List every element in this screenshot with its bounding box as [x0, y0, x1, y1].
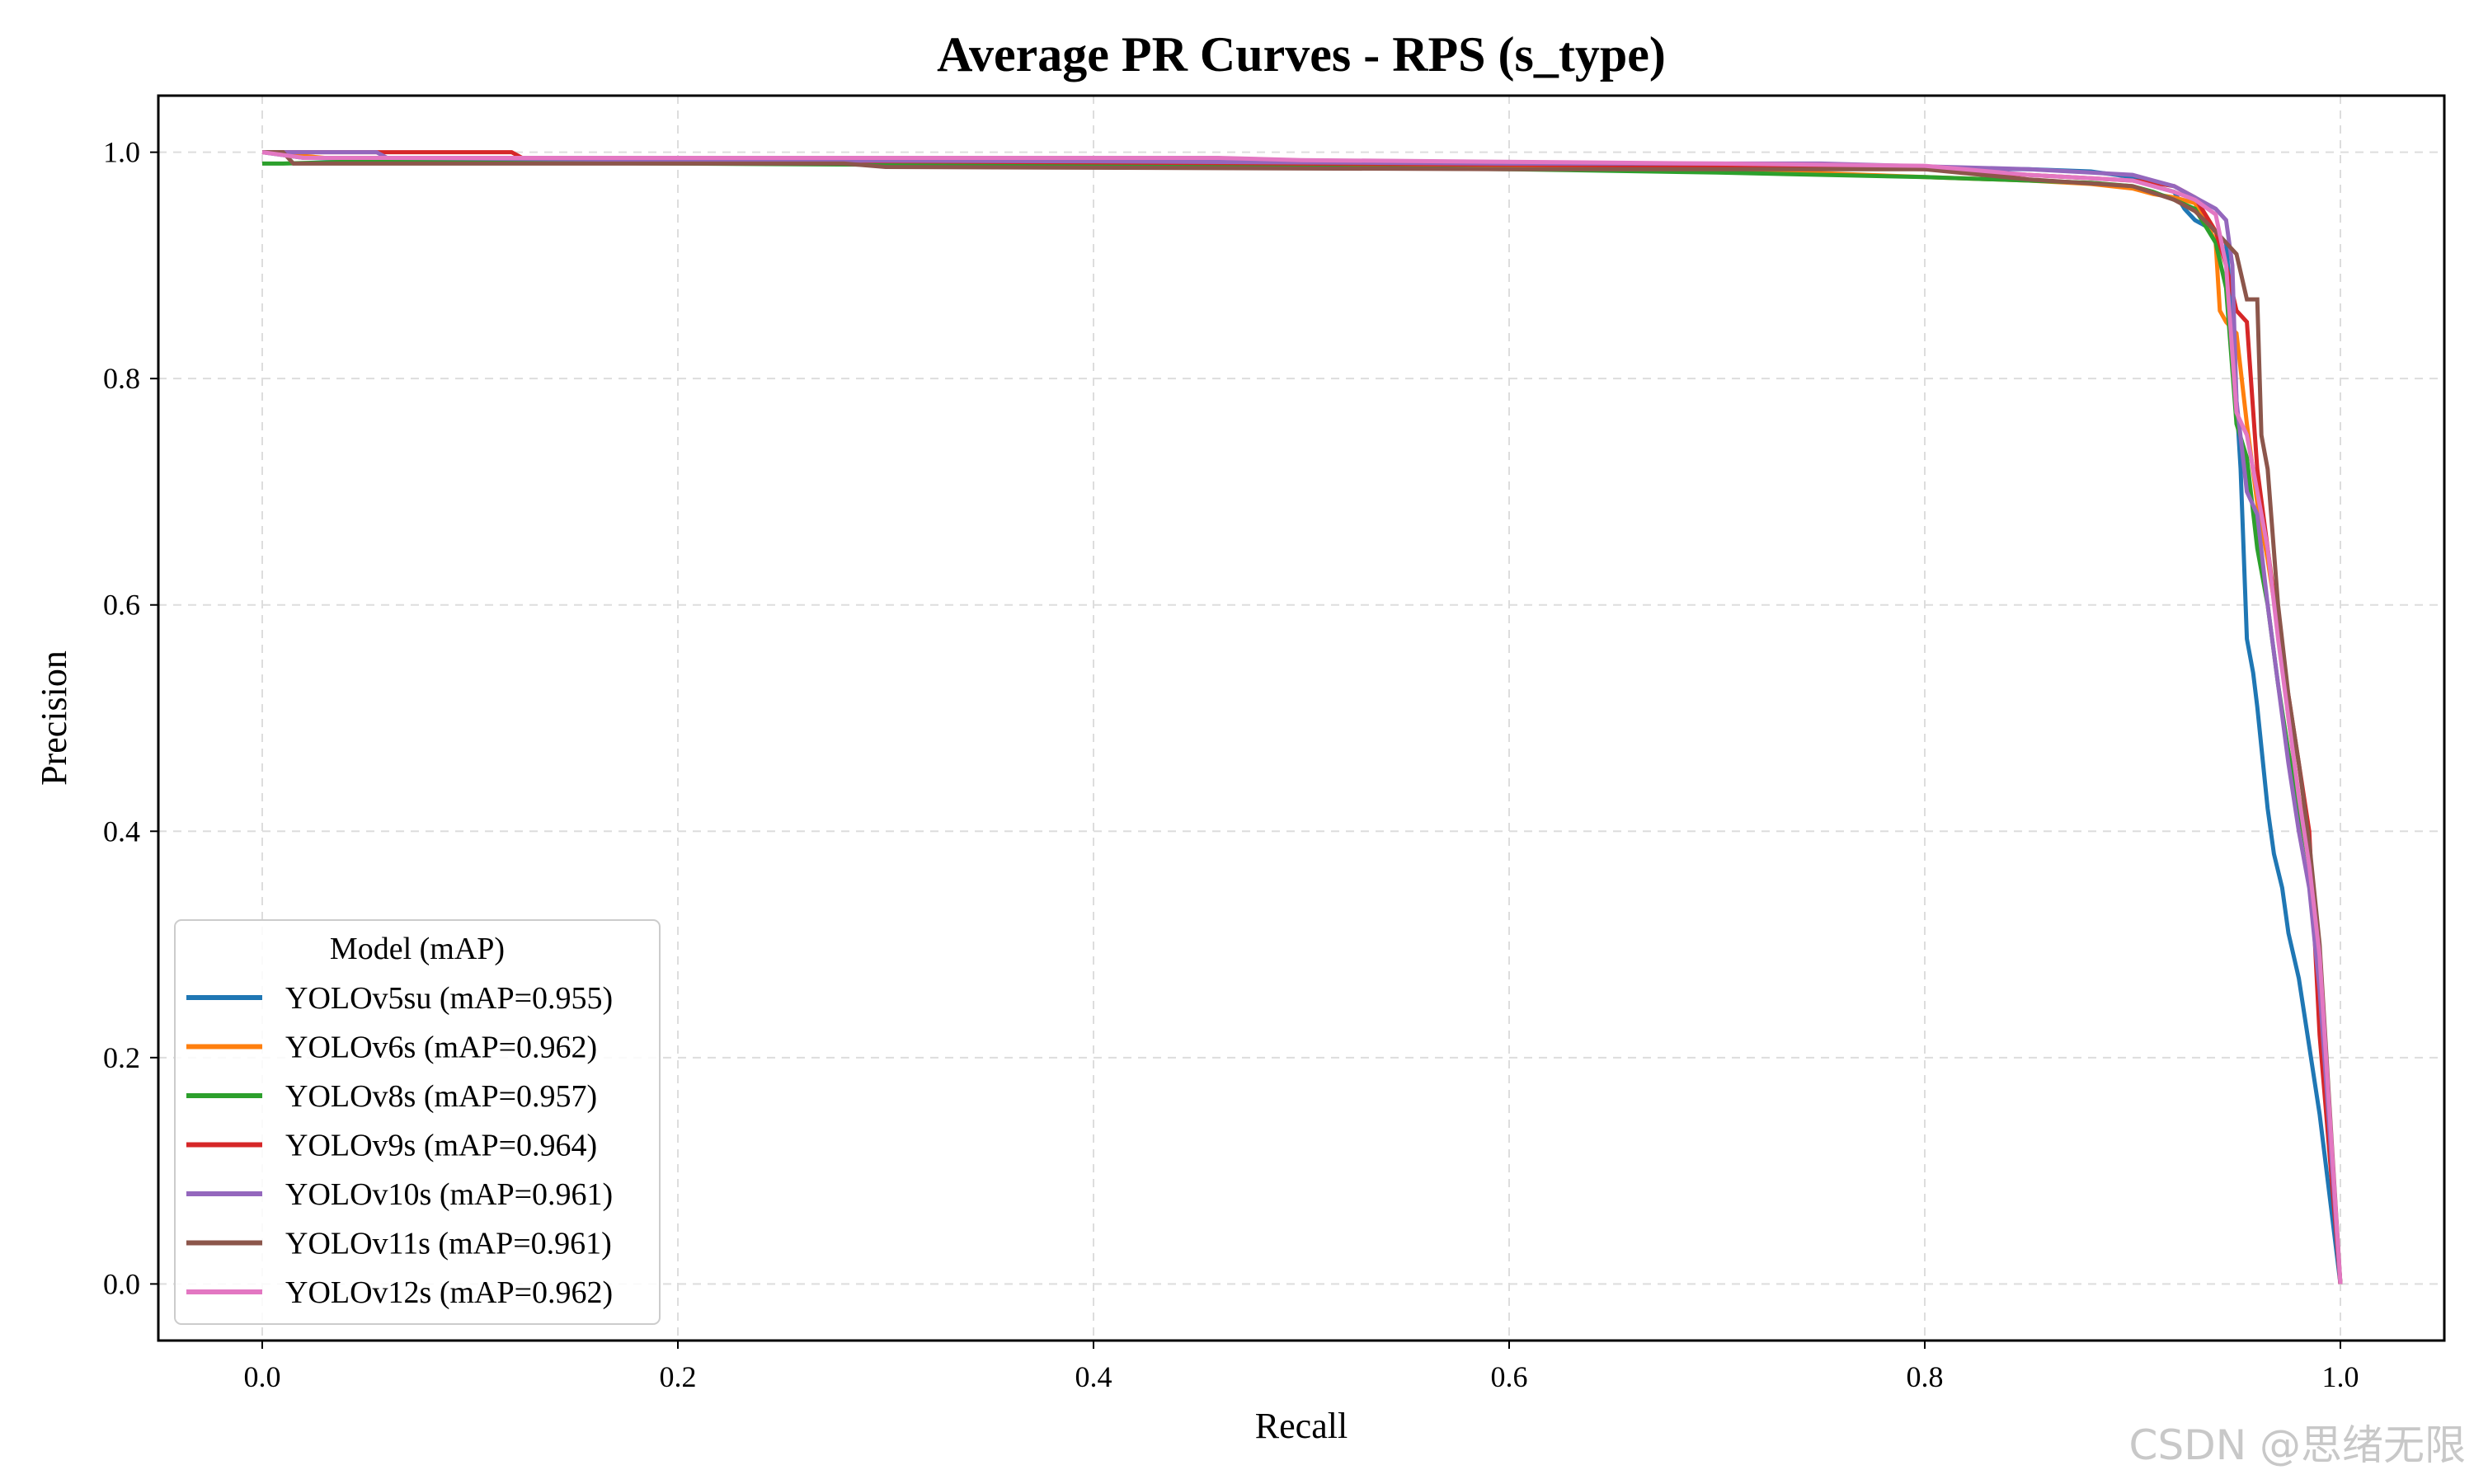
legend-entry: YOLOv12s (mAP=0.962): [186, 1275, 613, 1310]
y-tick-label: 0.2: [103, 1041, 140, 1074]
x-tick-label: 0.2: [660, 1360, 697, 1393]
series-lines: [261, 150, 2343, 1284]
grid: [158, 96, 2444, 1341]
legend-entry: YOLOv9s (mAP=0.964): [186, 1129, 597, 1163]
legend-label: YOLOv8s (mAP=0.957): [285, 1079, 597, 1114]
legend: Model (mAP) YOLOv5su (mAP=0.955) YOLOv6s …: [174, 919, 661, 1325]
axis-ticks: 0.0 0.2 0.4 0.6 0.8 1.0 0.0 0.2 0.4 0.6 0.8 1.0: [103, 136, 2359, 1393]
x-tick-label: 1.0: [2322, 1360, 2359, 1393]
legend-box: [174, 919, 661, 1325]
plot-frame: [157, 94, 2446, 1342]
legend-entry: YOLOv10s (mAP=0.961): [186, 1177, 613, 1212]
watermark: CSDN @思绪无限: [2129, 1421, 2466, 1469]
series-line-5: [262, 150, 2343, 1284]
y-tick-label: 0.0: [103, 1267, 140, 1300]
legend-label: YOLOv10s (mAP=0.961): [285, 1177, 613, 1212]
legend-label: YOLOv6s (mAP=0.962): [285, 1031, 597, 1065]
y-tick-label: 0.8: [103, 362, 140, 395]
x-tick-label: 0.4: [1075, 1360, 1112, 1393]
chart-title: Average PR Curves - RPS (s_type): [937, 27, 1666, 82]
legend-entries: YOLOv5su (mAP=0.955) YOLOv6s (mAP=0.962) Y…: [186, 981, 613, 1310]
legend-entry: YOLOv8s (mAP=0.957): [186, 1079, 597, 1114]
legend-entry: YOLOv11s (mAP=0.961): [186, 1227, 612, 1261]
x-tick-label: 0.8: [1907, 1360, 1944, 1393]
x-tick-label: 0.0: [244, 1360, 281, 1393]
legend-label: YOLOv11s (mAP=0.961): [285, 1227, 612, 1261]
series-line-4: [262, 150, 2343, 1284]
y-tick-label: 0.4: [103, 815, 140, 848]
legend-label: YOLOv5su (mAP=0.955): [285, 981, 613, 1016]
legend-label: YOLOv12s (mAP=0.962): [285, 1275, 613, 1310]
legend-entry: YOLOv6s (mAP=0.962): [186, 1031, 597, 1065]
y-tick-label: 0.6: [103, 589, 140, 622]
y-tick-label: 1.0: [103, 136, 140, 169]
x-tick-label: 0.6: [1491, 1360, 1528, 1393]
series-line-6: [261, 150, 2343, 1284]
legend-entry: YOLOv5su (mAP=0.955): [186, 981, 613, 1016]
y-axis-label: Precision: [34, 650, 74, 786]
legend-label: YOLOv9s (mAP=0.964): [285, 1129, 597, 1163]
legend-title: Model (mAP): [330, 932, 505, 966]
x-axis-label: Recall: [1255, 1406, 1348, 1446]
